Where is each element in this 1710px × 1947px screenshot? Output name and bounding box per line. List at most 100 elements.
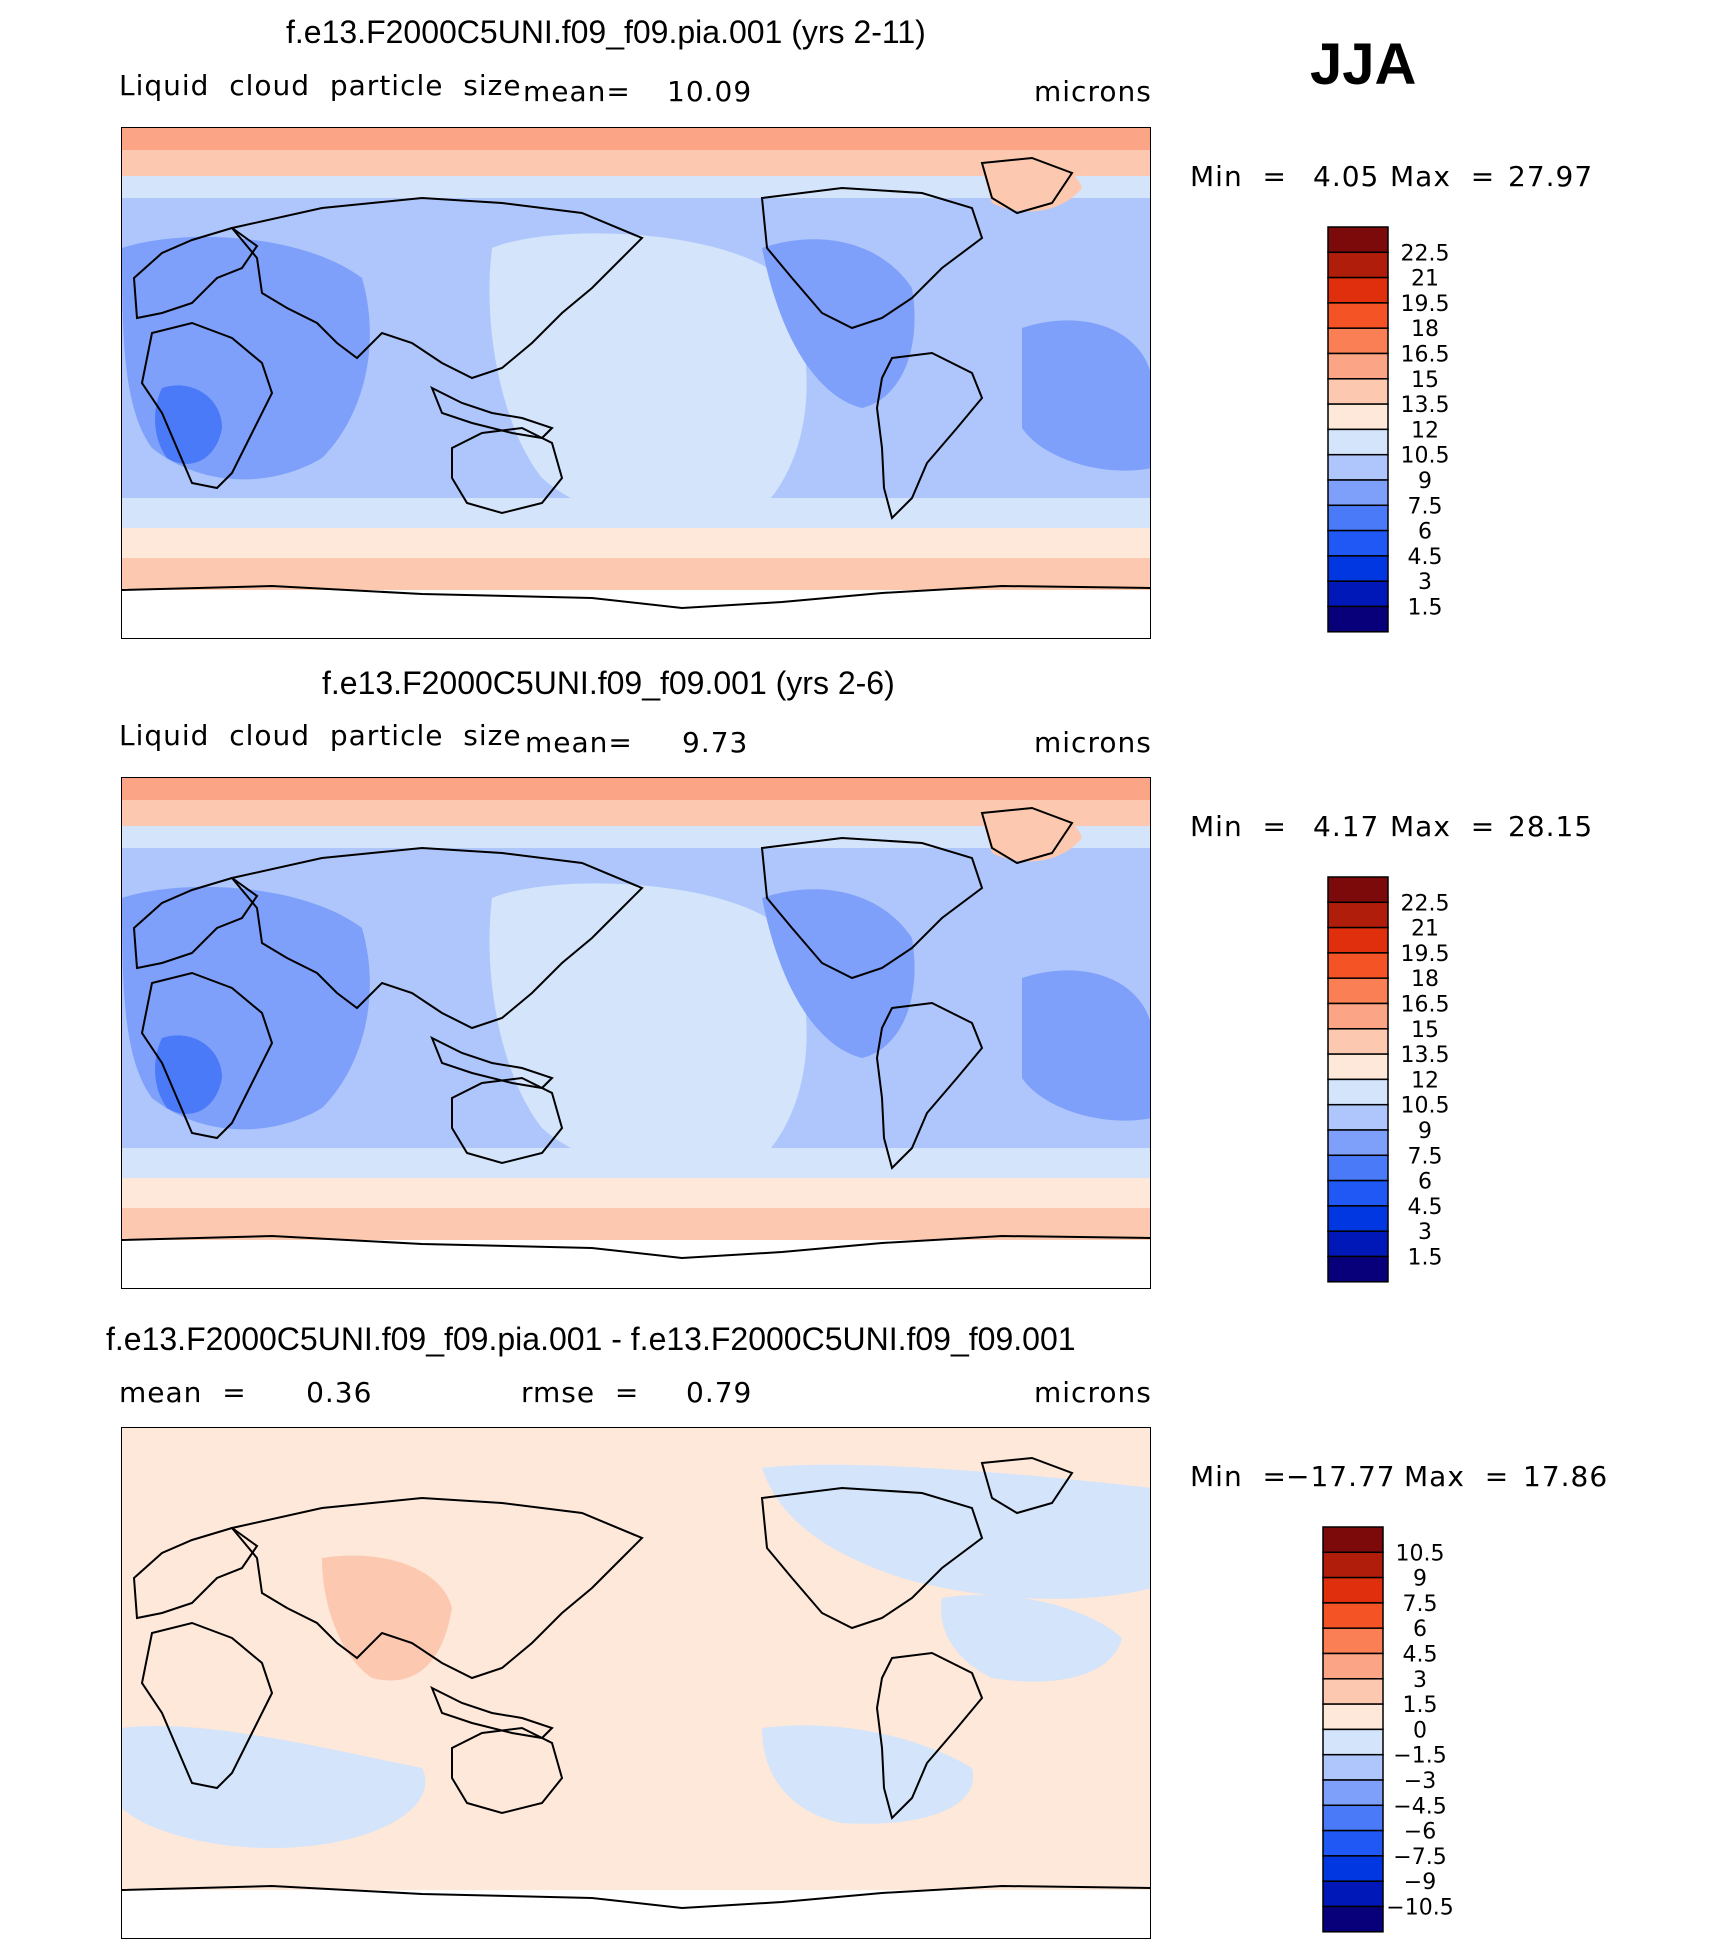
colorbar-tick-label: 10.5 (1401, 1094, 1450, 1119)
colorbar-tick-label: 15 (1411, 1018, 1439, 1043)
colorbar-box (1327, 977, 1389, 1005)
antarctica-coastline (122, 1234, 1150, 1260)
colorbar-tick-label: 12 (1411, 1068, 1439, 1093)
colorbar-box (1322, 1880, 1384, 1908)
panel-1-variable-label: Liquid cloud particle size (119, 69, 522, 102)
colorbar-box (1327, 327, 1389, 355)
colorbar-box (1322, 1728, 1384, 1756)
coastline (980, 806, 1074, 865)
coastline (760, 836, 984, 980)
coastline (430, 385, 554, 440)
colorbar-box (1322, 1753, 1384, 1781)
coastline (980, 156, 1074, 215)
colorbar-tick-label: 16.5 (1401, 993, 1450, 1018)
field-region (762, 889, 915, 1058)
colorbar-box (1322, 1652, 1384, 1680)
colorbar-box (1322, 1576, 1384, 1604)
field-region (982, 159, 1082, 212)
colorbar-tick-label: 7.5 (1408, 494, 1443, 519)
panel-2-colorbar: 22.5 21 19.5 18 16.5 15 13.5 12 10.5 9 7.5 6 4.5 3 1.5 (1327, 876, 1487, 1289)
colorbar-tick-label: 6 (1413, 1617, 1427, 1642)
panel-2-min-value: 4.17 (1313, 810, 1380, 843)
panel-2-max-value: 28.15 (1508, 810, 1594, 843)
coastline (230, 1496, 644, 1680)
colorbar-box (1327, 1053, 1389, 1081)
coastline (875, 351, 984, 520)
colorbar-tick-label: −3 (1404, 1769, 1436, 1794)
colorbar-tick-label: 10.5 (1396, 1541, 1445, 1566)
coastline (140, 971, 274, 1140)
field-region (762, 1464, 1150, 1599)
panel-1-min-label: Min = (1190, 160, 1287, 193)
colorbar-box (1327, 1230, 1389, 1258)
colorbar-tick-label: 4.5 (1408, 1195, 1443, 1220)
panel-1-mean-label: mean= (523, 75, 631, 108)
colorbar-box (1327, 1129, 1389, 1157)
panel-1-title: f.e13.F2000C5UNI.f09_f09.pia.001 (yrs 2-… (286, 14, 926, 50)
colorbar-tick-label: 9 (1418, 469, 1432, 494)
colorbar-tick-label: −6 (1404, 1820, 1436, 1845)
field-band (122, 1240, 1150, 1288)
colorbar-box (1327, 276, 1389, 304)
panel-2-min-label: Min = (1190, 810, 1287, 843)
colorbar-box (1327, 428, 1389, 456)
panel-2-title: f.e13.F2000C5UNI.f09_f09.001 (yrs 2-6) (322, 665, 895, 701)
field-band (122, 128, 1150, 150)
field-region (489, 883, 807, 1172)
colorbar-tick-label: 18 (1411, 317, 1439, 342)
panel-3-map (121, 1427, 1151, 1939)
field-band (122, 1178, 1150, 1208)
coastline (430, 1685, 554, 1740)
colorbar-box (1327, 580, 1389, 608)
field-region (322, 1555, 452, 1681)
colorbar-tick-label: 4.5 (1403, 1643, 1438, 1668)
colorbar-box (1327, 226, 1389, 254)
coastline (980, 1456, 1074, 1515)
field-region (762, 239, 915, 408)
colorbar-tick-label: 3 (1418, 1220, 1432, 1245)
colorbar-tick-label: 6 (1418, 520, 1432, 545)
field-band (122, 528, 1150, 558)
coastline (140, 1621, 274, 1790)
colorbar-tick-label: 10.5 (1401, 444, 1450, 469)
field-band (122, 558, 1150, 590)
field-band (122, 826, 1150, 848)
colorbar-box (1327, 352, 1389, 380)
panel-1-colorbar: 22.5 21 19.5 18 16.5 15 13.5 12 10.5 9 7.5 6 4.5 3 1.5 (1327, 226, 1487, 639)
field-region (982, 809, 1082, 862)
colorbar-box (1322, 1678, 1384, 1705)
panel-3-rmse-label: rmse = (521, 1376, 640, 1409)
colorbar-box (1327, 403, 1389, 431)
panel-1-max-value: 27.97 (1508, 160, 1594, 193)
colorbar-tick-label: 1.5 (1408, 1246, 1443, 1271)
colorbar-tick-label: 9 (1413, 1567, 1427, 1592)
colorbar-tick-label: −7.5 (1393, 1845, 1446, 1870)
colorbar-tick-label: 1.5 (1408, 596, 1443, 621)
coastline (451, 1076, 564, 1165)
colorbar-tick-label: 22.5 (1401, 241, 1450, 266)
panel-1-units: microns (1034, 75, 1152, 108)
panel-3-units: microns (1034, 1376, 1152, 1409)
colorbar-box (1327, 1028, 1389, 1055)
colorbar-tick-label: 3 (1413, 1668, 1427, 1693)
colorbar-tick-label: 6 (1418, 1170, 1432, 1195)
coastline (875, 1651, 984, 1820)
coastline (132, 876, 259, 970)
coastline (430, 1035, 554, 1090)
colorbar-tick-label: 18 (1411, 967, 1439, 992)
colorbar-tick-label: 13.5 (1401, 393, 1450, 418)
antarctica-coastline (122, 1884, 1150, 1910)
field-region (1022, 970, 1150, 1121)
coastline (451, 1726, 564, 1815)
colorbar-box (1327, 1179, 1389, 1207)
field-band (122, 778, 1150, 800)
coastline (132, 1526, 259, 1620)
colorbar-box (1322, 1627, 1384, 1655)
colorbar-box (1327, 952, 1389, 979)
colorbar-box (1327, 251, 1389, 279)
field-band (122, 590, 1150, 638)
colorbar-tick-label: 16.5 (1401, 343, 1450, 368)
colorbar-tick-label: 21 (1411, 267, 1439, 292)
colorbar-box (1327, 555, 1389, 582)
colorbar-tick-label: 13.5 (1401, 1043, 1450, 1068)
